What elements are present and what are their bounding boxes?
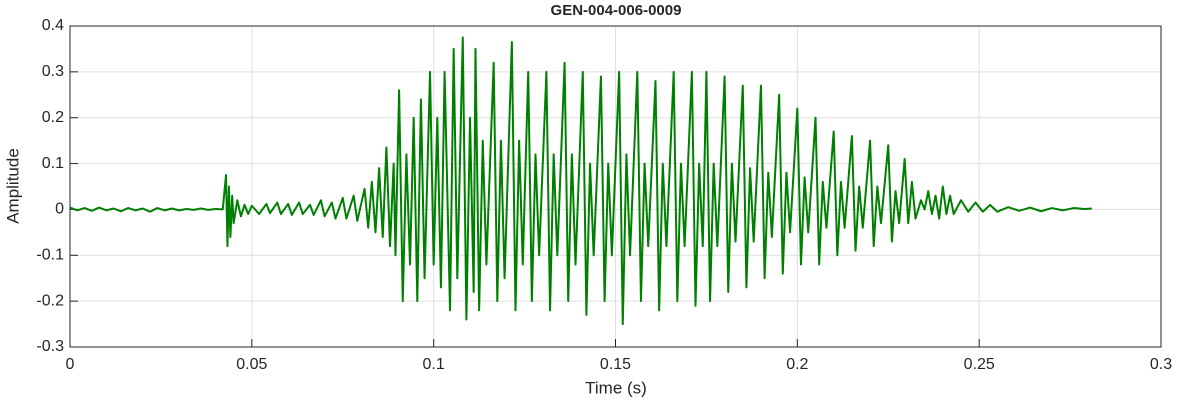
y-tick-label: -0.3	[36, 338, 64, 355]
chart-title: GEN-004-006-0009	[551, 2, 682, 19]
y-tick-label: 0.4	[42, 17, 64, 34]
x-tick-label: 0	[66, 356, 75, 373]
y-tick-label: 0.3	[42, 63, 64, 80]
y-tick-label: 0.1	[42, 155, 64, 172]
y-axis-label: Amplitude	[3, 148, 22, 224]
x-tick-label: 0.2	[786, 356, 808, 373]
waveform-line	[69, 36, 1092, 326]
x-tick-label: 0.25	[964, 356, 995, 373]
x-axis-label: Time (s)	[585, 378, 647, 397]
y-tick-label: 0	[55, 201, 64, 218]
x-tick-label: 0.1	[423, 356, 445, 373]
y-tick-label: -0.1	[36, 247, 64, 264]
x-tick-label: 0.15	[600, 356, 631, 373]
y-tick-label: 0.2	[42, 109, 64, 126]
plot-frame	[69, 25, 1162, 348]
x-tick-label: 0.3	[1150, 356, 1172, 373]
y-tick-label: -0.2	[36, 292, 64, 309]
x-tick-label: 0.05	[236, 356, 267, 373]
